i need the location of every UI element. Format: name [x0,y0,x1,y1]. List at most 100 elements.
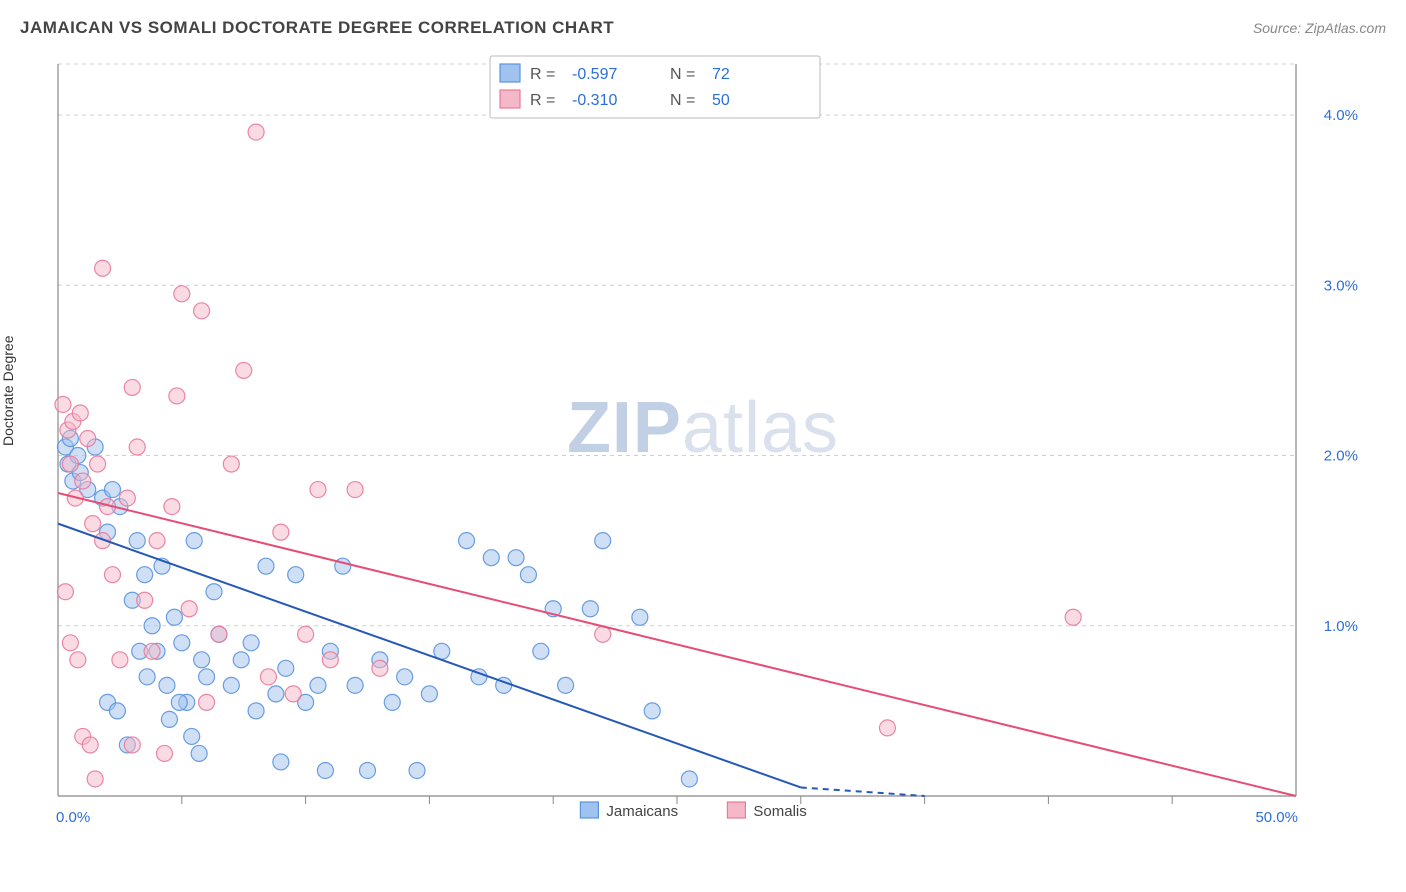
data-point [80,431,96,447]
legend-swatch [727,802,745,818]
data-point [285,686,301,702]
legend-swatch [580,802,598,818]
data-point [268,686,284,702]
data-point [129,439,145,455]
data-point [248,124,264,140]
data-point [62,456,78,472]
data-point [211,626,227,642]
data-point [82,737,98,753]
legend-label: Jamaicans [606,803,678,820]
data-point [55,396,71,412]
chart-title: JAMAICAN VS SOMALI DOCTORATE DEGREE CORR… [20,18,614,38]
data-point [156,745,172,761]
data-point [95,260,111,276]
data-point [248,703,264,719]
data-point [258,558,274,574]
data-point [85,516,101,532]
data-point [161,711,177,727]
data-point [533,643,549,659]
data-point [317,762,333,778]
y-axis-label: Doctorate Degree [0,335,16,446]
data-point [347,677,363,693]
data-point [119,490,135,506]
y-tick-label: 2.0% [1324,448,1358,465]
data-point [310,482,326,498]
data-point [273,524,289,540]
data-point [104,482,120,498]
data-point [159,677,175,693]
x-tick-label: 0.0% [56,809,90,826]
data-point [288,567,304,583]
data-point [72,405,88,421]
data-point [194,303,210,319]
data-point [186,533,202,549]
legend-r-value: -0.597 [572,66,617,83]
data-point [681,771,697,787]
data-point [191,745,207,761]
data-point [273,754,289,770]
data-point [243,635,259,651]
data-point [62,635,78,651]
data-point [372,660,388,676]
data-point [520,567,536,583]
source-attribution: Source: ZipAtlas.com [1253,20,1386,36]
y-tick-label: 3.0% [1324,277,1358,294]
data-point [421,686,437,702]
data-point [181,601,197,617]
data-point [199,694,215,710]
data-point [360,762,376,778]
data-point [139,669,155,685]
data-point [166,609,182,625]
legend-label: Somalis [753,803,806,820]
legend-n-label: N = [670,66,695,83]
legend-n-label: N = [670,92,695,109]
data-point [75,473,91,489]
data-point [397,669,413,685]
data-point [169,388,185,404]
legend-r-label: R = [530,66,555,83]
data-point [124,379,140,395]
data-point [409,762,425,778]
data-point [137,592,153,608]
trend-line-extrapolated [801,787,925,796]
data-point [223,456,239,472]
scatter-chart: 1.0%2.0%3.0%4.0%0.0%50.0%R =-0.597N =72R… [50,50,1376,832]
legend-r-value: -0.310 [572,92,617,109]
data-point [644,703,660,719]
data-point [347,482,363,498]
data-point [434,643,450,659]
data-point [459,533,475,549]
data-point [144,618,160,634]
legend-n-value: 72 [712,66,730,83]
data-point [206,584,222,600]
data-point [184,728,200,744]
data-point [632,609,648,625]
legend-swatch [500,90,520,108]
data-point [109,703,125,719]
data-point [70,652,86,668]
data-point [558,677,574,693]
legend-swatch [500,64,520,82]
data-point [236,362,252,378]
data-point [298,626,314,642]
legend-r-label: R = [530,92,555,109]
data-point [310,677,326,693]
data-point [124,737,140,753]
data-point [57,584,73,600]
data-point [164,499,180,515]
data-point [87,771,103,787]
y-tick-label: 1.0% [1324,618,1358,635]
data-point [149,533,165,549]
x-tick-label: 50.0% [1255,809,1298,826]
data-point [233,652,249,668]
data-point [194,652,210,668]
data-point [144,643,160,659]
data-point [483,550,499,566]
data-point [174,635,190,651]
data-point [112,652,128,668]
data-point [171,694,187,710]
data-point [129,533,145,549]
data-point [595,533,611,549]
data-point [322,652,338,668]
data-point [260,669,276,685]
